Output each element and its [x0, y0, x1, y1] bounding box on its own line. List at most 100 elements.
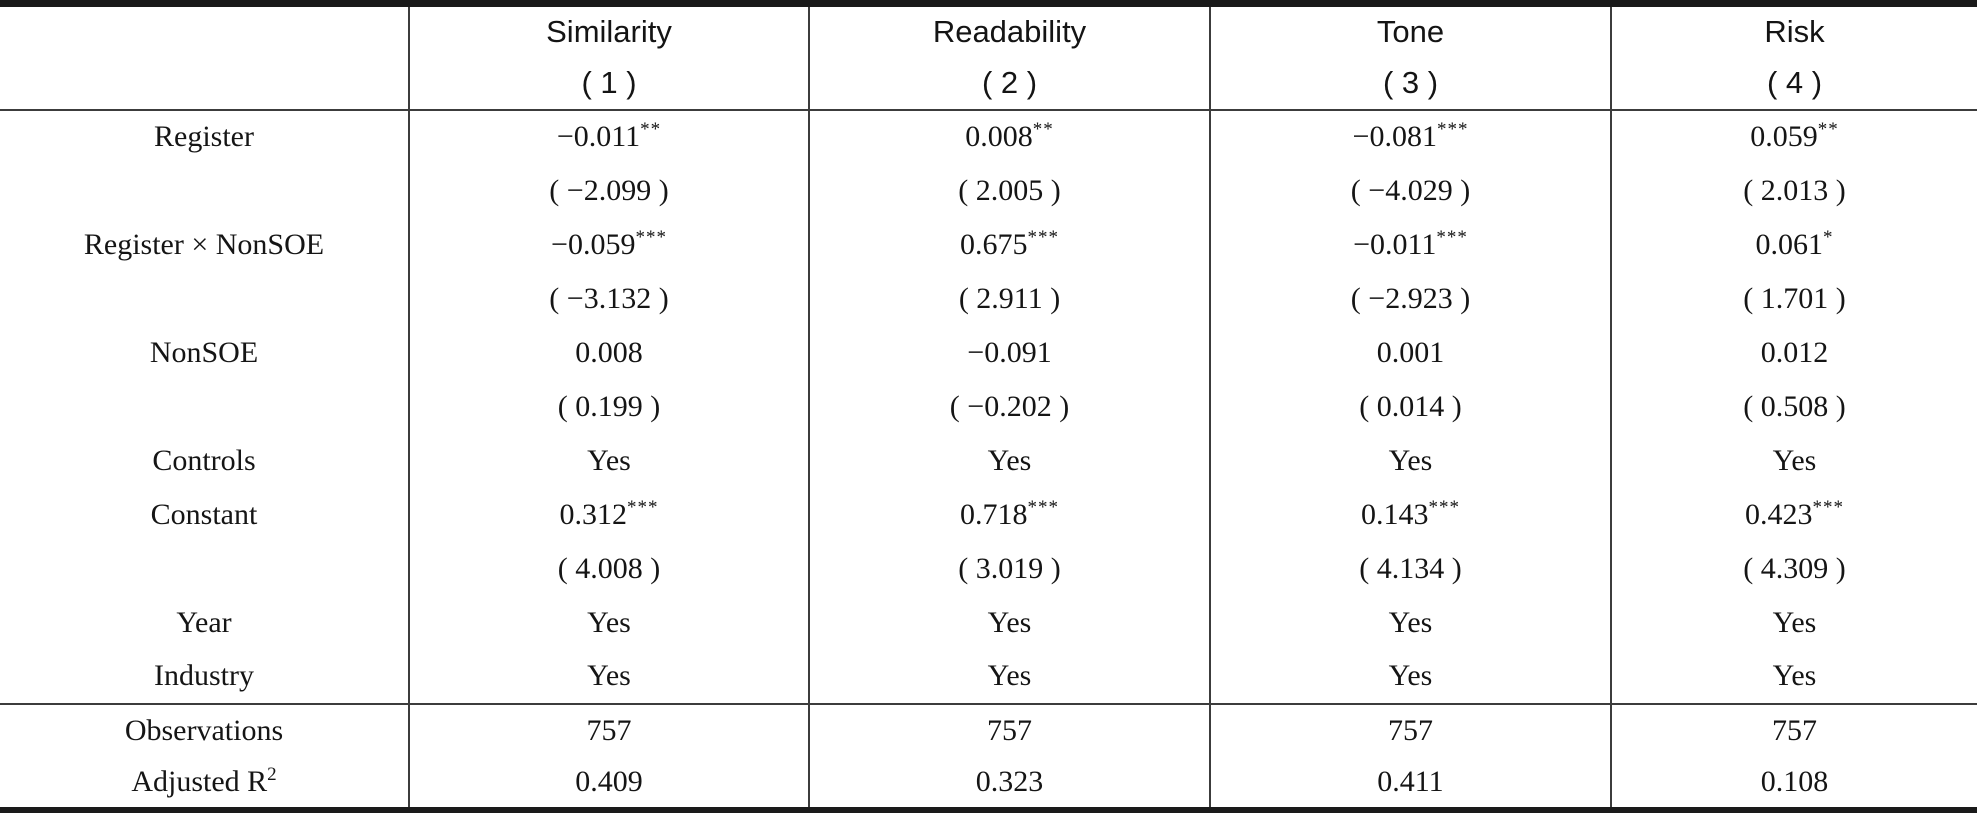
- table-row-constant-tstat: ( 4.008 ) ( 3.019 ) ( 4.134 ) ( 4.309 ): [0, 541, 1977, 596]
- significance-stars: ***: [1027, 226, 1059, 248]
- row-label-empty: [0, 164, 409, 218]
- value-cell: Yes: [808, 649, 1210, 704]
- table-row-interaction-tstat: ( −3.132 ) ( 2.911 ) ( −2.923 ) ( 1.701 …: [0, 271, 1977, 326]
- table-row-adjusted-r2: Adjusted R2 0.409 0.323 0.411 0.108: [0, 756, 1977, 810]
- significance-stars: ***: [635, 226, 667, 248]
- coef-value: −0.011: [1353, 227, 1437, 261]
- tstat-cell: ( −2.923 ): [1209, 271, 1611, 326]
- row-label: Register × NonSOE: [83, 227, 325, 261]
- value-cell: Yes: [1610, 649, 1977, 704]
- coef-cell: 0.059**: [1610, 109, 1977, 164]
- value-cell: Yes: [808, 595, 1210, 650]
- coef-value: −0.081: [1352, 120, 1437, 154]
- tstat-cell: ( −2.099 ): [408, 163, 809, 218]
- table-row-industry: Industry Yes Yes Yes Yes: [0, 649, 1977, 704]
- value-cell: Yes: [1209, 595, 1611, 650]
- table-row-constant-coef: Constant 0.312*** 0.718*** 0.143*** 0.42…: [0, 487, 1977, 542]
- tstat-cell: ( 0.014 ): [1209, 379, 1611, 434]
- column-number: ( 2 ): [808, 57, 1210, 111]
- row-label: Register: [154, 120, 254, 154]
- coef-cell: 0.423***: [1610, 487, 1977, 542]
- value-cell: 0.409: [408, 756, 809, 810]
- tstat-cell: ( 4.309 ): [1610, 541, 1977, 596]
- coef-cell: 0.718***: [808, 487, 1210, 542]
- coef-cell: 0.001: [1209, 325, 1611, 380]
- table-row-year: Year Yes Yes Yes Yes: [0, 595, 1977, 650]
- coef-cell: 0.143***: [1209, 487, 1611, 542]
- coef-cell: −0.011**: [408, 109, 809, 164]
- column-number: ( 1 ): [408, 57, 809, 111]
- value-cell: Yes: [1610, 433, 1977, 488]
- value-cell: 757: [1209, 702, 1611, 757]
- column-number: ( 4 ): [1610, 57, 1977, 111]
- table-row-observations: Observations 757 757 757 757: [0, 702, 1977, 757]
- coef-value: 0.061: [1755, 227, 1824, 261]
- coef-cell: 0.008: [408, 325, 809, 380]
- coef-value: 0.008: [575, 335, 643, 369]
- row-label-empty: [0, 380, 409, 434]
- tstat-cell: ( 4.134 ): [1209, 541, 1611, 596]
- tstat-cell: ( 3.019 ): [808, 541, 1210, 596]
- tstat-cell: ( 0.508 ): [1610, 379, 1977, 434]
- coef-value: 0.012: [1760, 335, 1829, 369]
- significance-stars: ***: [1812, 496, 1844, 518]
- tstat-cell: ( −3.132 ): [408, 271, 809, 326]
- coef-value: 0.143: [1361, 497, 1429, 531]
- tstat-cell: ( 2.005 ): [808, 163, 1210, 218]
- row-label: Industry: [154, 659, 254, 693]
- table-row-interaction-coef: Register × NonSOE −0.059*** 0.675*** −0.…: [0, 217, 1977, 272]
- value-cell: 0.411: [1209, 756, 1611, 810]
- row-label: Year: [176, 605, 232, 639]
- coef-cell: −0.091: [808, 325, 1210, 380]
- column-header-readability: Readability: [808, 3, 1210, 58]
- coef-cell: 0.008**: [808, 109, 1210, 164]
- column-header-tone: Tone: [1209, 3, 1611, 58]
- significance-stars: ***: [627, 496, 659, 518]
- value-cell: Yes: [1610, 595, 1977, 650]
- coef-value: 0.675: [960, 227, 1028, 261]
- significance-stars: ***: [1428, 496, 1460, 518]
- value-cell: Yes: [408, 595, 809, 650]
- tstat-cell: ( 1.701 ): [1610, 271, 1977, 326]
- header-corner-cell: [0, 57, 409, 111]
- column-number: ( 3 ): [1209, 57, 1611, 111]
- table-row-controls: Controls Yes Yes Yes Yes: [0, 433, 1977, 488]
- coef-cell: −0.081***: [1209, 109, 1611, 164]
- significance-stars: ***: [1027, 496, 1059, 518]
- coef-value: −0.059: [551, 227, 636, 261]
- column-header-similarity: Similarity: [408, 3, 809, 58]
- header-row-numbers: ( 1 ) ( 2 ) ( 3 ) ( 4 ): [0, 57, 1977, 111]
- coef-value: 0.001: [1376, 335, 1445, 369]
- significance-stars: *: [1823, 226, 1834, 248]
- row-label-text: Adjusted R: [131, 764, 268, 798]
- coef-value: 0.718: [960, 497, 1028, 531]
- tstat-cell: ( 0.199 ): [408, 379, 809, 434]
- row-label-empty: [0, 542, 409, 596]
- coef-cell: −0.011***: [1209, 217, 1611, 272]
- row-label: Controls: [152, 443, 256, 477]
- table-row-nonsoe-coef: NonSOE 0.008 −0.091 0.001 0.012: [0, 325, 1977, 380]
- value-cell: 0.108: [1610, 756, 1977, 810]
- coef-value: 0.423: [1745, 497, 1813, 531]
- row-label-empty: [0, 272, 409, 326]
- value-cell: 757: [1610, 702, 1977, 757]
- tstat-cell: ( 2.911 ): [808, 271, 1210, 326]
- coef-cell: −0.059***: [408, 217, 809, 272]
- value-cell: Yes: [808, 433, 1210, 488]
- coef-value: 0.008: [965, 120, 1033, 154]
- tstat-cell: ( 4.008 ): [408, 541, 809, 596]
- coef-cell: 0.061*: [1610, 217, 1977, 272]
- coef-cell: 0.312***: [408, 487, 809, 542]
- value-cell: Yes: [1209, 433, 1611, 488]
- significance-stars: **: [640, 119, 662, 141]
- coef-value: 0.312: [559, 497, 628, 531]
- table-row-nonsoe-tstat: ( 0.199 ) ( −0.202 ) ( 0.014 ) ( 0.508 ): [0, 379, 1977, 434]
- significance-stars: ***: [1436, 119, 1469, 141]
- value-cell: Yes: [408, 433, 809, 488]
- table-row-register-tstat: ( −2.099 ) ( 2.005 ) ( −4.029 ) ( 2.013 …: [0, 163, 1977, 218]
- column-header-risk: Risk: [1610, 3, 1977, 58]
- significance-stars: **: [1032, 119, 1054, 141]
- tstat-cell: ( −4.029 ): [1209, 163, 1611, 218]
- row-label: Constant: [150, 497, 258, 531]
